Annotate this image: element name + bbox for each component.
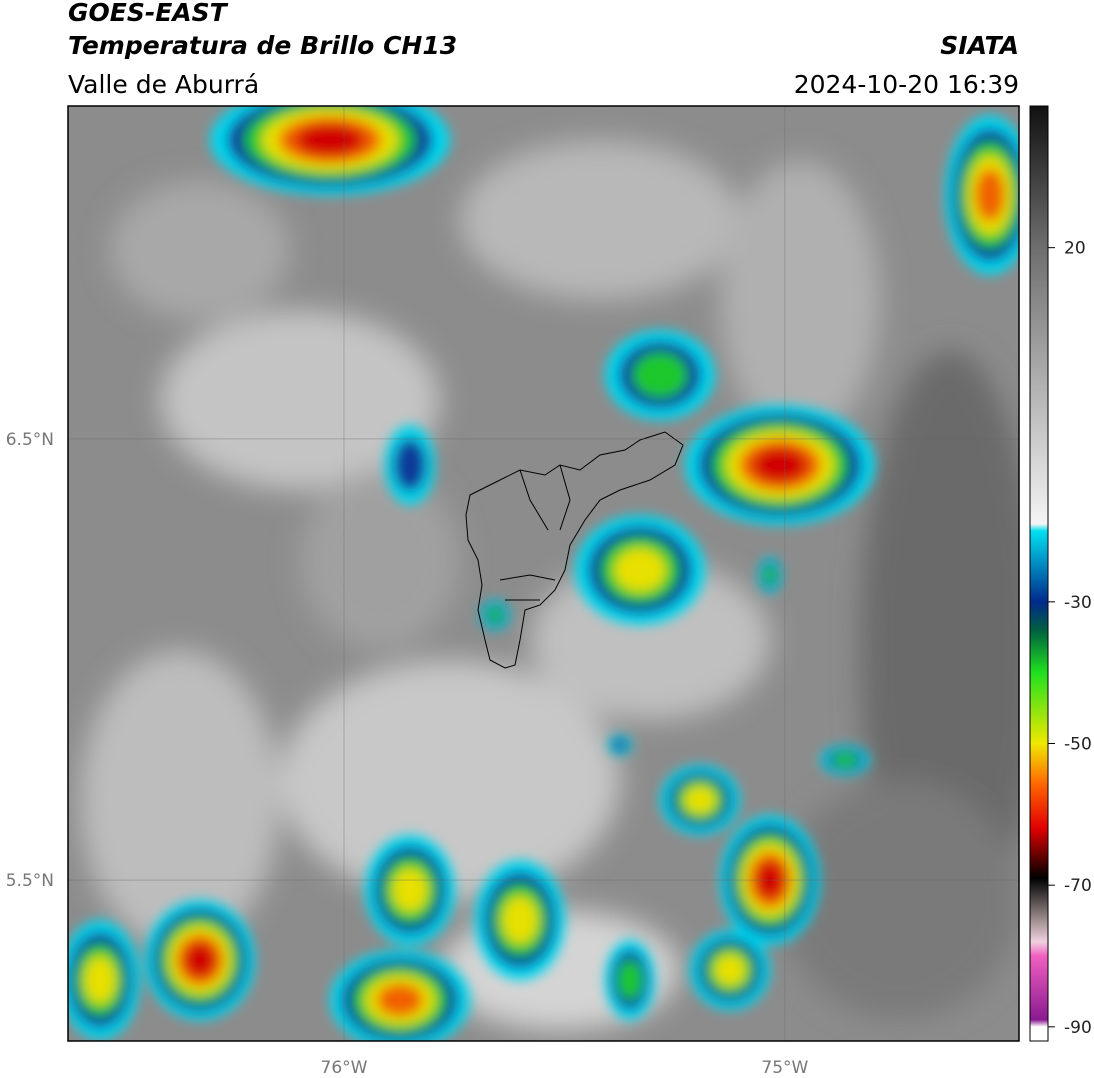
map-frame	[67, 105, 1020, 1042]
storm-level	[714, 954, 746, 986]
storm-level	[295, 124, 365, 156]
colorbar-tick-label: -70	[1064, 876, 1092, 896]
storm-level	[392, 868, 428, 912]
storm-level	[764, 566, 776, 584]
storm-level	[487, 607, 503, 623]
colorbar-tick-label: -50	[1064, 735, 1092, 755]
datetime: 2024-10-20 16:39	[794, 70, 1019, 99]
storm-level	[393, 438, 427, 492]
x-tick-label: 76°W	[321, 1058, 368, 1078]
storm-level	[684, 786, 716, 814]
colorbar-tick-label: -90	[1064, 1018, 1092, 1038]
cloud	[160, 310, 440, 490]
colorbar-tick-label: -30	[1064, 593, 1092, 613]
cloud	[80, 650, 280, 950]
storm-level	[612, 738, 628, 752]
storm-cells	[68, 106, 1019, 1041]
storm-level	[632, 352, 688, 398]
municipal-boundaries	[465, 431, 684, 669]
cloud	[460, 140, 740, 300]
storm-level	[752, 447, 808, 483]
colorbar	[1029, 105, 1049, 1042]
y-tick-label: 5.5°N	[6, 871, 54, 891]
storm-level	[84, 956, 116, 1004]
cloud	[720, 160, 880, 440]
cloud-texture	[80, 140, 1019, 1030]
storm-level	[617, 960, 643, 1000]
map-image	[68, 106, 1019, 1041]
cloud	[280, 660, 620, 900]
storm-level	[376, 983, 424, 1017]
x-tick-label: 75°W	[761, 1058, 808, 1078]
y-tick-label: 6.5°N	[6, 430, 54, 450]
source: SIATA	[940, 31, 1019, 60]
storm-level	[614, 548, 666, 592]
cloud	[780, 780, 1019, 1020]
region: Valle de Aburrá	[68, 70, 259, 99]
storm-level	[184, 942, 216, 978]
title: GOES-EAST	[68, 0, 229, 27]
storm-level	[502, 896, 538, 944]
storm-level	[832, 752, 858, 768]
colorbar-tick-label: 20	[1064, 239, 1086, 259]
cloud	[110, 180, 290, 320]
storm-level	[975, 168, 1005, 222]
subtitle: Temperatura de Brillo CH13	[68, 31, 457, 60]
cloud	[300, 470, 460, 650]
